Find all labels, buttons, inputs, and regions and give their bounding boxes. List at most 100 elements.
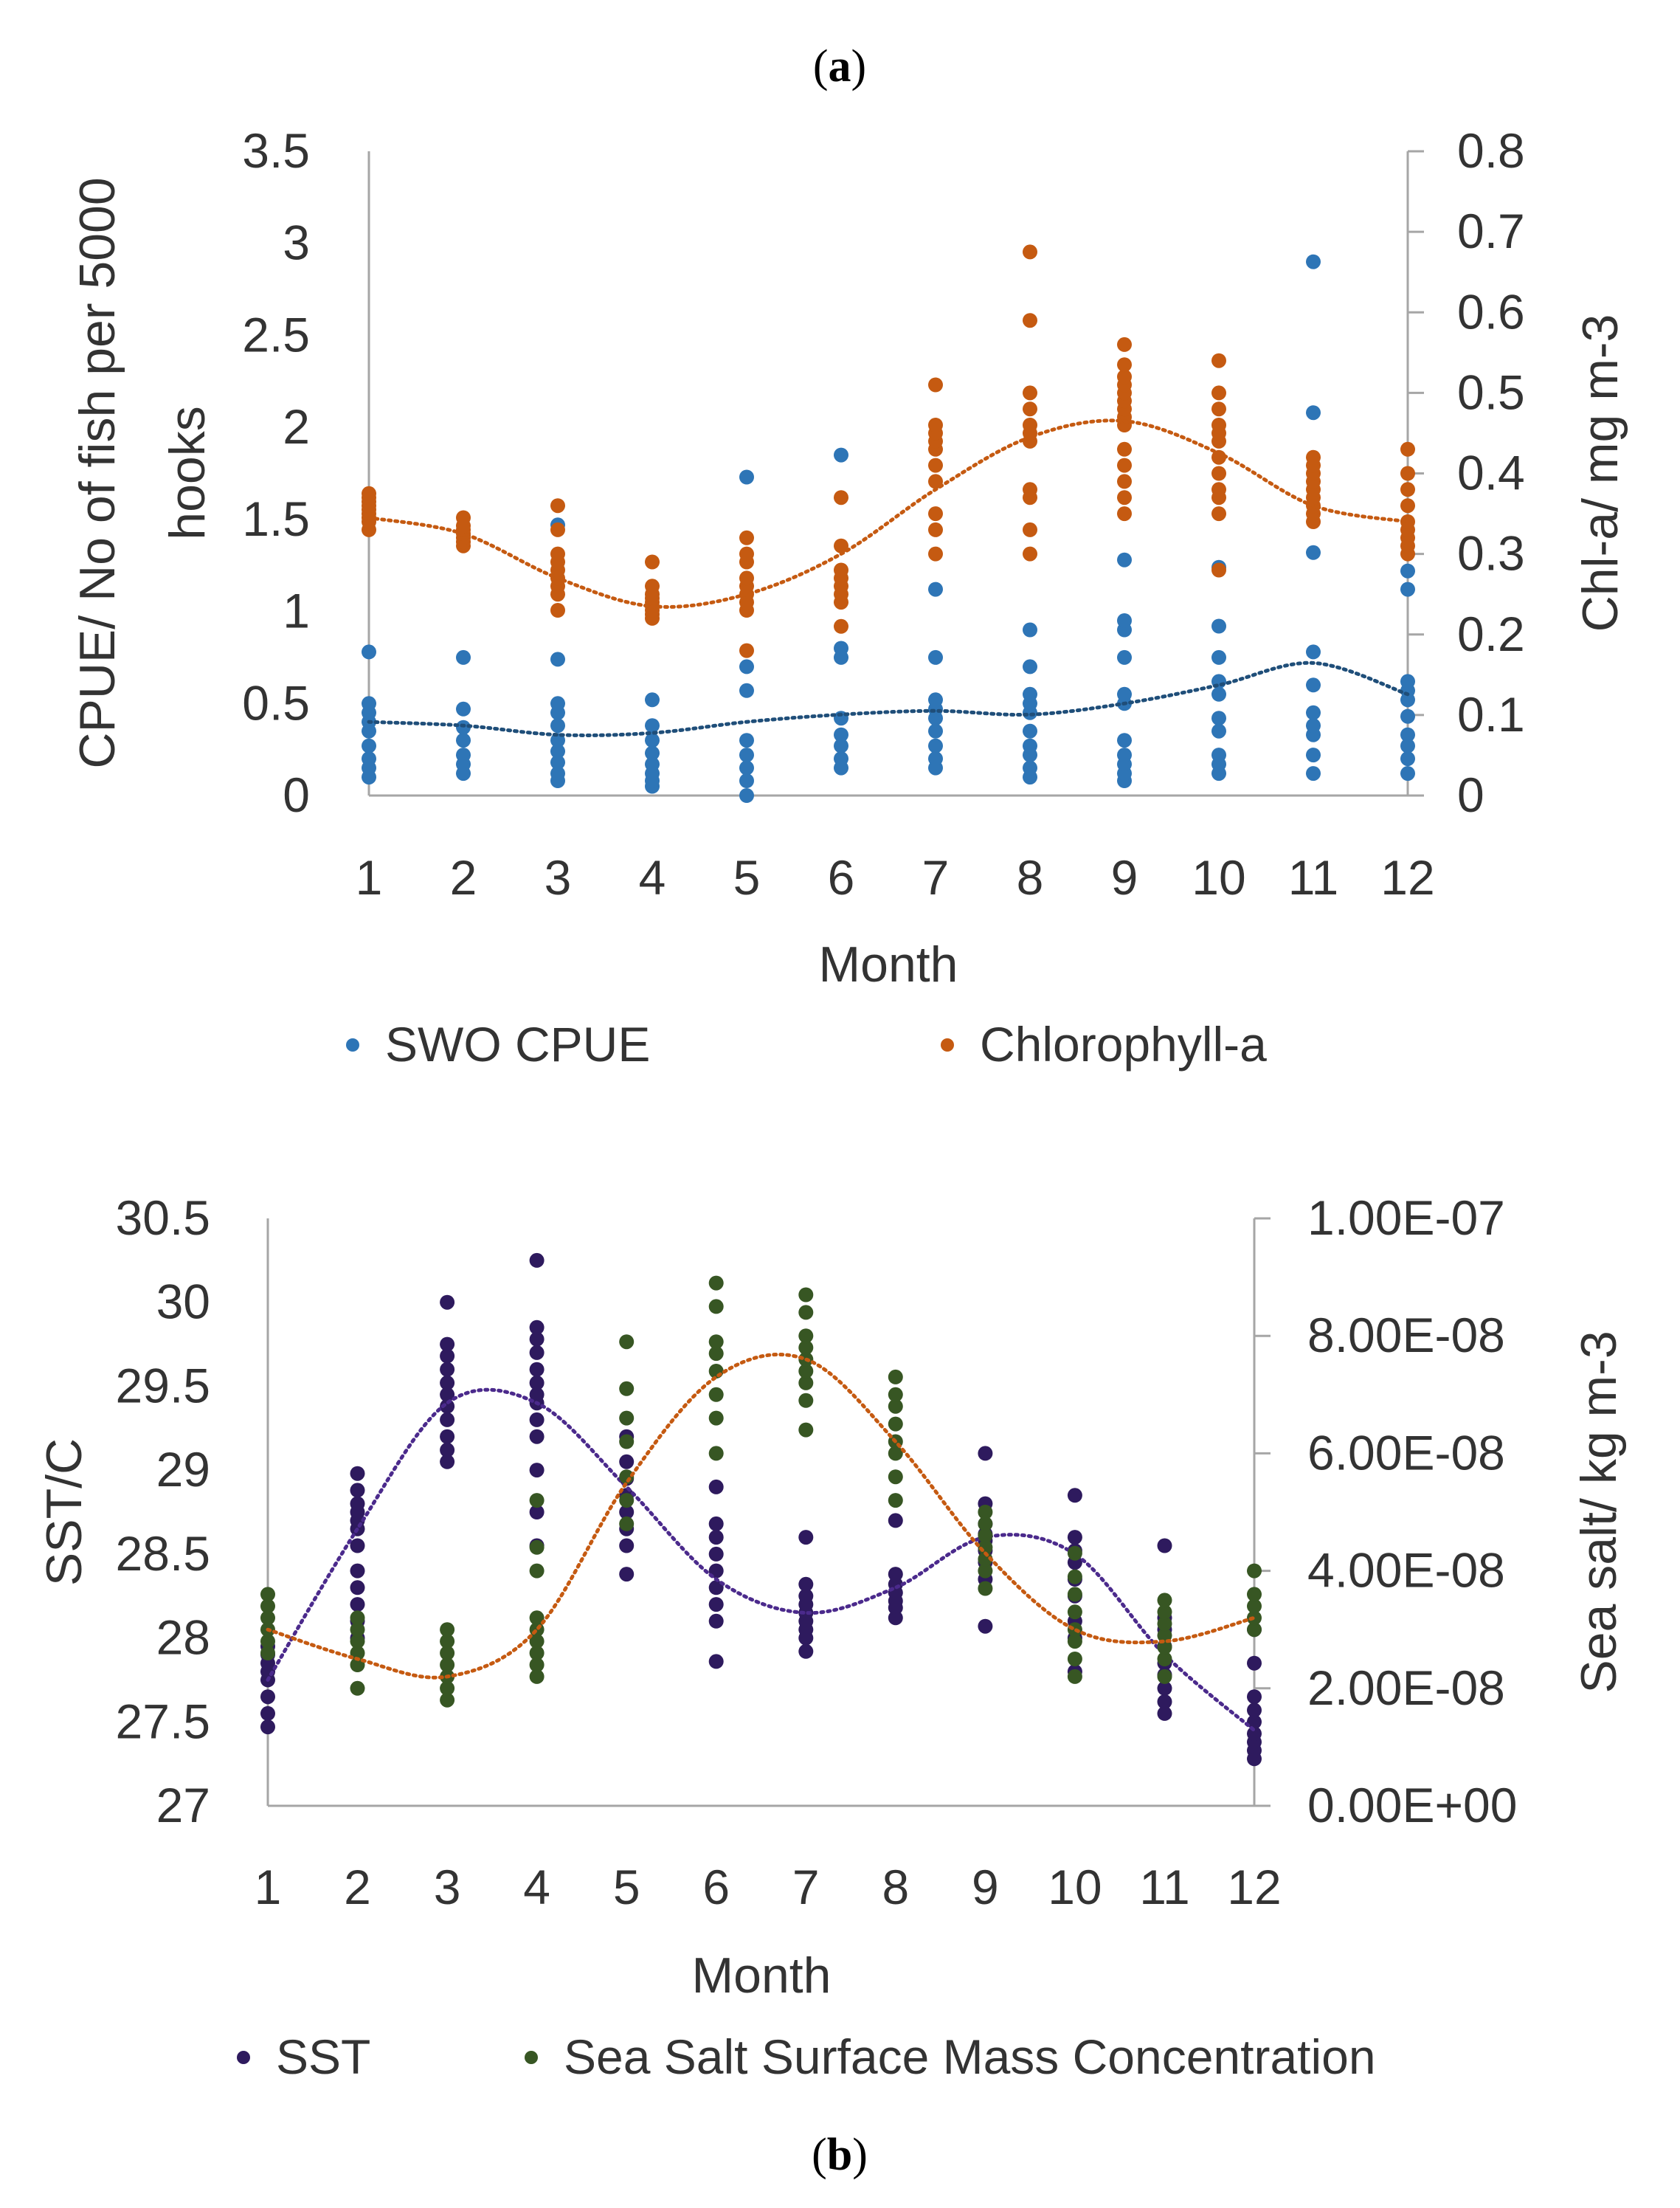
panel-label-letter: a bbox=[829, 41, 851, 92]
x-tick-label: 12 bbox=[1380, 850, 1434, 905]
series-chlorophyll-a bbox=[362, 244, 1415, 658]
data-point bbox=[529, 1634, 545, 1649]
y-tick-label: 30.5 bbox=[116, 1190, 210, 1245]
data-point bbox=[550, 546, 565, 562]
data-point bbox=[440, 1692, 455, 1708]
data-point bbox=[928, 738, 943, 753]
data-point bbox=[1023, 760, 1037, 776]
legend-label: SWO CPUE bbox=[385, 1017, 650, 1072]
data-point bbox=[619, 1516, 635, 1531]
data-point bbox=[888, 1567, 903, 1582]
x-axis-title: Month bbox=[819, 936, 958, 993]
data-point bbox=[708, 1516, 724, 1531]
data-point bbox=[739, 659, 754, 675]
x-tick-label: 9 bbox=[972, 1860, 999, 1914]
data-point bbox=[798, 1328, 814, 1344]
data-point bbox=[645, 579, 660, 594]
data-point bbox=[619, 1334, 635, 1350]
y2-tick-label: 0.6 bbox=[1457, 284, 1525, 339]
data-point bbox=[1117, 552, 1132, 567]
panel-label: (b) bbox=[812, 2130, 868, 2180]
data-point bbox=[1067, 1545, 1082, 1561]
data-point bbox=[739, 748, 754, 763]
data-point bbox=[1306, 254, 1321, 269]
data-point bbox=[362, 644, 376, 660]
data-point bbox=[529, 1375, 545, 1390]
panel-label-open: ( bbox=[812, 2130, 827, 2180]
series-sea-salt-surface-mass-concentration bbox=[260, 1275, 1262, 1708]
data-point bbox=[1247, 1622, 1262, 1638]
data-point bbox=[350, 1610, 365, 1626]
data-point bbox=[619, 1493, 635, 1508]
trendline bbox=[266, 1387, 1256, 1733]
data-point bbox=[1400, 466, 1415, 481]
data-point bbox=[1247, 1563, 1262, 1579]
data-point bbox=[1117, 441, 1132, 457]
data-point bbox=[1067, 1488, 1082, 1503]
data-point bbox=[1211, 466, 1226, 481]
data-point bbox=[708, 1613, 724, 1629]
data-point bbox=[888, 1446, 903, 1461]
data-point bbox=[440, 1634, 455, 1649]
data-point bbox=[1023, 244, 1037, 260]
data-point bbox=[1247, 1689, 1262, 1705]
data-point bbox=[834, 490, 848, 506]
y2-tick-label: 0.1 bbox=[1457, 687, 1525, 742]
data-point bbox=[1023, 659, 1037, 675]
data-point bbox=[708, 1346, 724, 1362]
x-tick-label: 8 bbox=[882, 1860, 909, 1914]
data-point bbox=[798, 1422, 814, 1438]
chart-panel-a: (a) 0 0.5 1 1.5 2 2.5 3 3.5 0 0.1 0.2 0.3 0.4 0.5 0.6 0.… bbox=[69, 41, 1628, 1072]
data-point bbox=[978, 1516, 993, 1531]
y-tick-label: 29.5 bbox=[116, 1358, 210, 1412]
data-point bbox=[978, 1563, 993, 1579]
data-point bbox=[440, 1454, 455, 1469]
data-point bbox=[928, 649, 943, 665]
data-point bbox=[1067, 1652, 1082, 1666]
y2-tick-label: 0.2 bbox=[1457, 607, 1525, 661]
data-point bbox=[1157, 1669, 1172, 1684]
data-point bbox=[645, 692, 660, 708]
data-point bbox=[1306, 718, 1321, 734]
data-point bbox=[798, 1375, 814, 1390]
data-point bbox=[834, 562, 848, 578]
data-point bbox=[456, 649, 471, 665]
y2-tick-label: 0 bbox=[1457, 767, 1484, 822]
data-point bbox=[1211, 385, 1226, 401]
data-point bbox=[619, 1567, 635, 1582]
data-point bbox=[739, 733, 754, 748]
x-tick-label: 5 bbox=[613, 1860, 640, 1914]
data-point bbox=[928, 692, 943, 708]
data-point bbox=[529, 1646, 545, 1660]
data-point bbox=[798, 1340, 814, 1356]
data-point bbox=[529, 1505, 545, 1519]
data-point bbox=[529, 1362, 545, 1377]
data-point bbox=[619, 1505, 635, 1519]
data-point bbox=[350, 1466, 365, 1481]
y-tick-label: 2 bbox=[283, 399, 310, 454]
data-point bbox=[928, 723, 943, 739]
data-point bbox=[529, 1387, 545, 1402]
x-tick-label: 3 bbox=[545, 850, 572, 905]
data-point bbox=[1211, 449, 1226, 465]
x-tick-label: 11 bbox=[1139, 1860, 1190, 1914]
data-point bbox=[928, 377, 943, 393]
data-point bbox=[529, 1429, 545, 1444]
data-point bbox=[1211, 353, 1226, 368]
legend-label: Sea Salt Surface Mass Concentration bbox=[564, 2029, 1376, 2084]
y-tick-label: 0 bbox=[283, 767, 310, 822]
data-point bbox=[456, 733, 471, 748]
data-point bbox=[456, 748, 471, 763]
data-point bbox=[440, 1680, 455, 1696]
data-point bbox=[1247, 1714, 1262, 1730]
data-point bbox=[978, 1505, 993, 1519]
data-point bbox=[834, 538, 848, 553]
data-point bbox=[362, 738, 376, 753]
data-point bbox=[798, 1576, 814, 1592]
x-axis-title: Month bbox=[692, 1947, 832, 2004]
y-tick-label: 1.5 bbox=[242, 491, 310, 546]
x-tick-label: 5 bbox=[733, 850, 761, 905]
data-point bbox=[1306, 766, 1321, 782]
legend-marker bbox=[525, 2051, 538, 2064]
data-point bbox=[1157, 1640, 1172, 1655]
